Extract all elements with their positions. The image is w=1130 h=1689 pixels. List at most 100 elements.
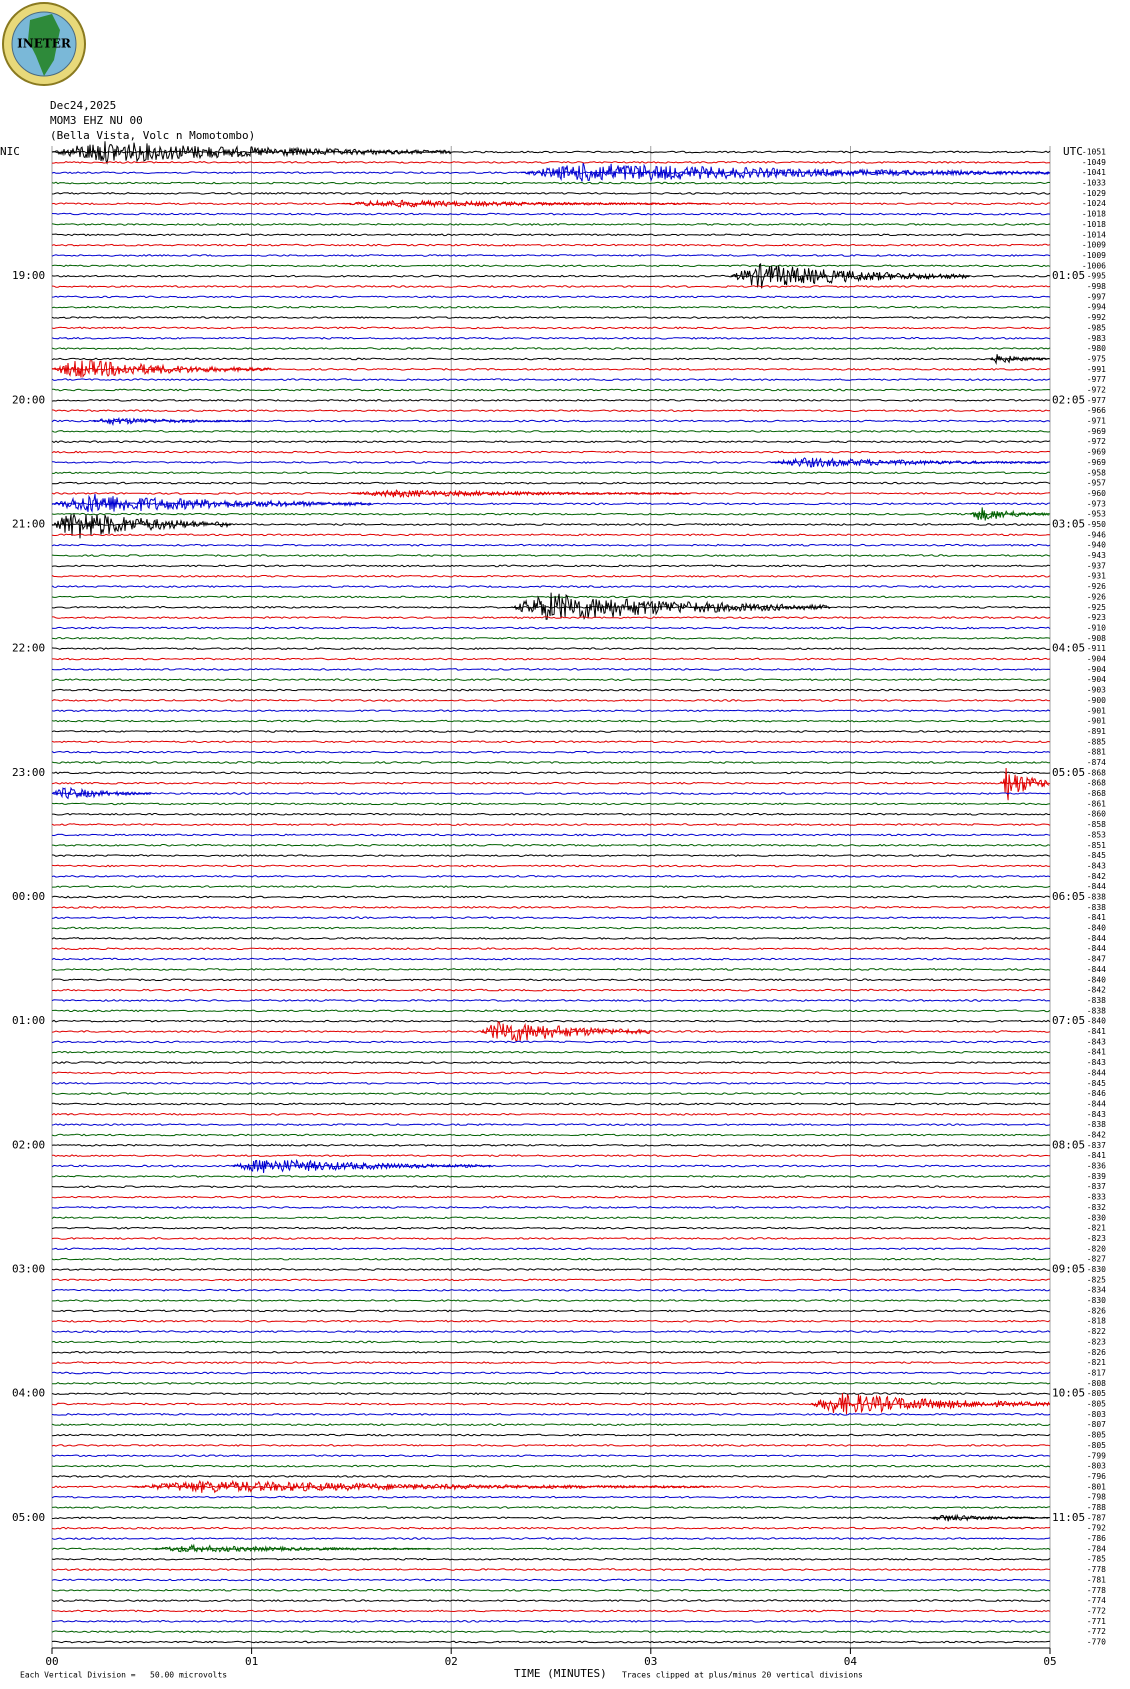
right-hour: 02:05 — [1052, 393, 1085, 406]
logo: INETER — [2, 2, 86, 86]
offset-label: -908 — [1087, 634, 1106, 643]
left-zone: NIC — [0, 145, 20, 158]
offset-label: -823 — [1087, 1234, 1106, 1243]
offset-label: -845 — [1087, 851, 1106, 860]
offset-label: -838 — [1087, 1006, 1106, 1015]
trace — [51, 647, 1051, 651]
trace — [51, 1081, 1051, 1085]
offset-label: -926 — [1087, 592, 1106, 601]
offset-label: -843 — [1087, 1037, 1106, 1046]
trace — [51, 1412, 1051, 1416]
offset-label: -1018 — [1082, 220, 1106, 229]
offset-label: -983 — [1087, 334, 1106, 343]
offset-label: -994 — [1087, 303, 1106, 312]
offset-label: -851 — [1087, 841, 1106, 850]
trace — [51, 1050, 1050, 1054]
event — [930, 1513, 1050, 1522]
trace — [51, 1164, 1051, 1168]
offset-label: -969 — [1087, 448, 1106, 457]
offset-label: -926 — [1087, 582, 1106, 591]
event — [810, 1393, 1050, 1415]
offset-label: -937 — [1087, 561, 1106, 570]
left-hour: 20:00 — [12, 393, 45, 406]
event — [51, 786, 152, 800]
offset-label: -861 — [1087, 799, 1106, 808]
trace — [51, 1330, 1051, 1333]
offset-label: -997 — [1087, 292, 1106, 301]
trace — [51, 988, 1051, 992]
offset-label: -840 — [1087, 1017, 1106, 1026]
offset-label: -822 — [1087, 1327, 1106, 1336]
trace — [51, 957, 1051, 961]
offset-label: -960 — [1087, 489, 1106, 498]
right-hour: 01:05 — [1052, 269, 1085, 282]
event — [231, 1158, 492, 1173]
trace — [51, 1226, 1051, 1230]
trace — [52, 1102, 1051, 1106]
offset-label: -901 — [1087, 706, 1106, 715]
trace — [51, 264, 1051, 268]
trace — [51, 1040, 1051, 1044]
trace — [51, 1599, 1051, 1603]
trace — [51, 843, 1051, 847]
trace — [51, 1464, 1051, 1468]
offset-label: -844 — [1087, 1099, 1106, 1108]
offset-label: -772 — [1087, 1627, 1106, 1636]
trace — [51, 1092, 1051, 1096]
right-hour: 05:05 — [1052, 766, 1085, 779]
trace — [51, 1009, 1051, 1013]
offset-label: -1041 — [1082, 168, 1106, 177]
right-hour: 09:05 — [1052, 1263, 1085, 1276]
trace — [51, 1133, 1051, 1137]
offset-label: -838 — [1087, 1120, 1106, 1129]
offset-label: -805 — [1087, 1389, 1106, 1398]
offset-label: -821 — [1087, 1224, 1106, 1233]
trace — [51, 854, 1051, 858]
trace — [51, 823, 1051, 826]
offset-label: -943 — [1087, 551, 1106, 560]
trace — [51, 750, 1051, 754]
trace — [51, 864, 1051, 868]
offset-label: -885 — [1087, 737, 1106, 746]
offset-label: -839 — [1087, 1172, 1106, 1181]
right-hour: 11:05 — [1052, 1511, 1085, 1524]
trace — [51, 1630, 1051, 1634]
offset-label: -841 — [1087, 1027, 1106, 1036]
logo-text: INETER — [17, 37, 72, 51]
trace — [52, 885, 1051, 889]
offset-label: -805 — [1087, 1400, 1106, 1409]
left-hour: 00:00 — [12, 890, 45, 903]
trace — [51, 729, 1051, 733]
trace — [51, 978, 1051, 982]
offset-label: -900 — [1087, 696, 1106, 705]
trace — [51, 999, 1051, 1002]
event — [730, 262, 970, 289]
trace — [51, 192, 1051, 195]
footer-right: Traces clipped at plus/minus 20 vertical… — [622, 1671, 863, 1680]
trace — [51, 698, 1051, 702]
offset-label: -770 — [1087, 1638, 1106, 1647]
event — [521, 162, 1050, 182]
trace — [51, 1319, 1051, 1323]
trace — [51, 574, 1051, 578]
trace — [51, 233, 1051, 237]
offset-label: -801 — [1087, 1482, 1106, 1491]
offset-label: -980 — [1087, 344, 1106, 353]
offset-label: -972 — [1087, 385, 1106, 394]
offset-label: -874 — [1087, 758, 1106, 767]
offset-label: -825 — [1087, 1275, 1106, 1284]
offset-label: -774 — [1087, 1596, 1106, 1605]
offset-label: -923 — [1087, 613, 1106, 622]
trace — [51, 512, 1051, 516]
trace — [51, 285, 1051, 288]
trace — [51, 1195, 1051, 1199]
trace — [51, 585, 1051, 589]
event — [999, 767, 1050, 801]
offset-label: -840 — [1087, 975, 1106, 984]
footer-left: Each Vertical Division = 50.00 microvolt… — [20, 1671, 227, 1680]
offset-label: -844 — [1087, 882, 1106, 891]
trace — [51, 1588, 1051, 1592]
trace — [51, 450, 1051, 454]
trace — [51, 771, 1051, 775]
